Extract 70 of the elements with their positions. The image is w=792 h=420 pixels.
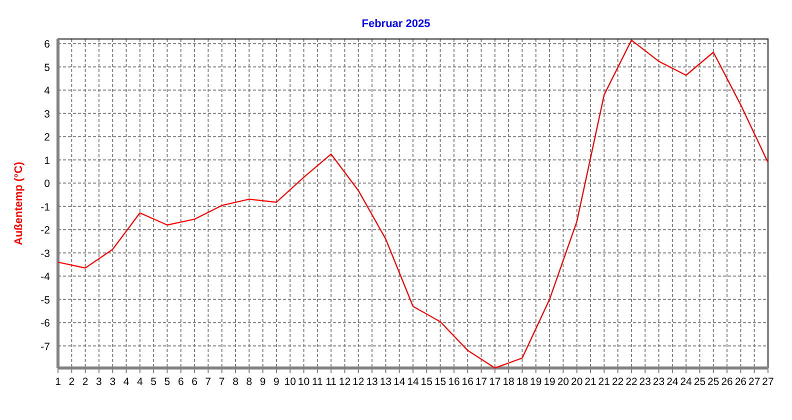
y-tick-label: 1 bbox=[44, 154, 50, 167]
x-tick-label: 10 bbox=[284, 376, 296, 388]
chart-title: Februar 2025 bbox=[362, 18, 430, 30]
x-tick-label: 20 bbox=[557, 376, 570, 388]
x-tick-label: 3 bbox=[110, 376, 116, 388]
x-tick-label: 11 bbox=[312, 376, 324, 388]
x-tick-label: 3 bbox=[96, 376, 102, 388]
x-tick-label: 26 bbox=[734, 376, 747, 388]
x-tick-label: 7 bbox=[218, 376, 225, 388]
y-tick-label: 3 bbox=[44, 108, 50, 120]
x-tick-label: 10 bbox=[298, 376, 310, 388]
y-tick-label: -2 bbox=[40, 224, 50, 237]
x-tick-label: 4 bbox=[137, 376, 143, 388]
x-tick-label: 25 bbox=[708, 376, 720, 388]
x-tick-label: 23 bbox=[639, 376, 652, 388]
line-series bbox=[57, 40, 769, 369]
y-tick-label: -5 bbox=[40, 294, 50, 306]
y-tick-label: -4 bbox=[40, 271, 50, 284]
y-tick-label: -1 bbox=[40, 201, 50, 214]
x-tick-label: 19 bbox=[530, 376, 542, 388]
x-tick-label: 16 bbox=[462, 376, 474, 388]
x-tick-label: 5 bbox=[150, 376, 157, 388]
x-tick-label: 8 bbox=[246, 376, 252, 388]
x-tick-label: 17 bbox=[489, 376, 501, 388]
x-tick-label: 2 bbox=[82, 376, 88, 388]
x-tick-label: 12 bbox=[352, 376, 364, 388]
x-tick-label: 13 bbox=[380, 376, 392, 388]
x-tick-label: 27 bbox=[748, 376, 760, 388]
x-tick-label: 16 bbox=[448, 376, 460, 388]
x-tick-label: 26 bbox=[721, 376, 734, 388]
x-tick-label: 17 bbox=[475, 376, 488, 388]
x-tick-label: 22 bbox=[612, 376, 624, 388]
x-tick-label: 18 bbox=[516, 376, 528, 388]
x-tick-label: 15 bbox=[434, 376, 446, 388]
x-tick-label: 15 bbox=[420, 376, 433, 388]
x-tick-label: 24 bbox=[680, 376, 692, 388]
y-tick-label: 4 bbox=[44, 85, 50, 98]
x-tick-label: 20 bbox=[571, 376, 583, 388]
x-tick-label: 2 bbox=[68, 376, 75, 388]
x-tick-label: 4 bbox=[123, 376, 130, 388]
y-tick-label: -3 bbox=[40, 248, 50, 260]
x-tick-label: 11 bbox=[326, 376, 337, 388]
x-tick-label: 25 bbox=[694, 376, 706, 388]
y-tick-label: 0 bbox=[44, 178, 50, 190]
x-tick-label: 9 bbox=[274, 376, 280, 388]
y-tick-label: 2 bbox=[44, 132, 50, 144]
y-tick-label: 5 bbox=[44, 62, 50, 74]
y-axis-title: Außentemp (°C) bbox=[13, 162, 25, 246]
x-tick-label: 22 bbox=[626, 376, 638, 388]
y-tick-label: -7 bbox=[40, 340, 50, 353]
x-tick-label: 8 bbox=[232, 376, 239, 388]
y-tick-label: -6 bbox=[40, 318, 50, 330]
x-tick-label: 14 bbox=[394, 376, 406, 388]
x-tick-label: 6 bbox=[178, 376, 184, 388]
x-tick-label: 1 bbox=[55, 376, 62, 388]
x-tick-label: 24 bbox=[666, 376, 678, 388]
x-tick-label: 19 bbox=[544, 376, 556, 388]
x-tick-label: 14 bbox=[407, 376, 419, 388]
x-tick-label: 7 bbox=[205, 376, 212, 388]
x-tick-label: 21 bbox=[598, 376, 610, 388]
y-tick-label: 6 bbox=[44, 38, 50, 51]
x-tick-label: 9 bbox=[260, 376, 266, 388]
x-tick-label: 12 bbox=[338, 376, 351, 388]
x-tick-label: 6 bbox=[192, 376, 198, 388]
x-tick-label: 18 bbox=[502, 376, 515, 388]
x-tick-label: 13 bbox=[366, 376, 378, 388]
x-tick-label: 5 bbox=[164, 376, 170, 388]
x-tick-label: 21 bbox=[584, 376, 596, 388]
x-tick-label: 23 bbox=[652, 376, 665, 388]
x-tick-label: 27 bbox=[762, 376, 774, 388]
